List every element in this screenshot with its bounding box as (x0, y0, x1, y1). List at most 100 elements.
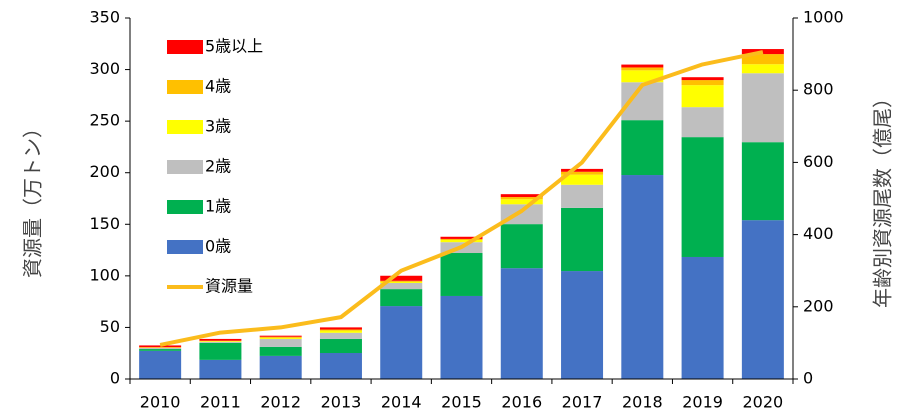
bar-segment (440, 295, 483, 379)
x-tick-label: 2018 (622, 393, 663, 412)
bar-segment (561, 168, 604, 172)
y-tick-label: 100 (89, 265, 120, 284)
bar-segment (621, 64, 664, 68)
y-tick-label: 200 (89, 162, 120, 181)
bar-segment (139, 347, 182, 350)
bar-segment (380, 282, 423, 290)
bar-segment (681, 107, 724, 138)
bar-segment (259, 335, 302, 337)
legend-label: 5歳以上 (205, 37, 263, 56)
bar-segment (500, 224, 543, 269)
x-tick-label: 2017 (562, 393, 603, 412)
bar-segment (741, 73, 784, 143)
legend-label: 3歳 (205, 117, 231, 136)
bar-segment (500, 194, 543, 198)
legend-label: 0歳 (205, 237, 231, 256)
bar-segment (380, 289, 423, 307)
bar-segment (139, 345, 182, 348)
bar-segment (561, 171, 604, 175)
bar-segment (561, 271, 604, 379)
bar-segment (741, 142, 784, 221)
bar-segment (319, 327, 362, 330)
x-tick-label: 2016 (501, 393, 542, 412)
bar-segment (259, 355, 302, 379)
legend-label: 資源量 (205, 277, 253, 296)
bar-segment (561, 174, 604, 185)
bar-segment (259, 346, 302, 356)
bar-segment (681, 256, 724, 379)
y2-tick-label: 800 (803, 80, 834, 99)
legend-swatch (167, 200, 203, 214)
bar-segment (440, 240, 483, 243)
bar-segment (380, 306, 423, 379)
legend-swatch (167, 40, 203, 54)
bar-segment (681, 77, 724, 81)
bar-segment (741, 64, 784, 74)
bar-segment (500, 199, 543, 205)
bar-segment (139, 350, 182, 379)
x-tick-label: 2019 (682, 393, 723, 412)
x-tick-label: 2015 (441, 393, 482, 412)
legend-label: 4歳 (205, 77, 231, 96)
bar-segment (561, 184, 604, 208)
y2-tick-label: 0 (803, 369, 813, 388)
legend-swatch (167, 160, 203, 174)
bar-segment (440, 253, 483, 296)
bar-segment (199, 341, 242, 343)
x-tick-label: 2010 (140, 393, 181, 412)
bar-segment (319, 332, 362, 339)
bar-segment (681, 85, 724, 108)
y-tick-label: 0 (110, 369, 120, 388)
y-tick-label: 350 (89, 8, 120, 27)
bar-segment (380, 281, 423, 283)
bar-segment (380, 280, 423, 282)
y-axis-label: 資源量（万トン） (21, 118, 45, 278)
bar-segment (500, 268, 543, 379)
y-tick-label: 50 (100, 317, 120, 336)
y2-axis-label: 年齢別資源尾数（億尾） (871, 88, 895, 308)
bar-segment (139, 349, 182, 351)
x-tick-label: 2020 (743, 393, 784, 412)
y-tick-label: 300 (89, 59, 120, 78)
legend-label: 2歳 (205, 157, 231, 176)
bar-segment (319, 338, 362, 354)
bar-segment (259, 337, 302, 339)
bar-segment (681, 137, 724, 257)
bar-segment (500, 197, 543, 200)
x-tick-label: 2012 (260, 393, 301, 412)
x-tick-label: 2013 (321, 393, 362, 412)
bar-segment (259, 338, 302, 347)
bar-segment (259, 336, 302, 338)
y2-tick-label: 600 (803, 152, 834, 171)
legend-swatch (167, 120, 203, 134)
bar-segment (561, 207, 604, 272)
bar-segment (741, 220, 784, 379)
bar-segment (199, 341, 242, 342)
bar-segment (621, 70, 664, 83)
bar-segment (741, 49, 784, 55)
y2-tick-label: 200 (803, 296, 834, 315)
bar-segment (199, 338, 242, 341)
bar-segment (199, 342, 242, 360)
legend-label: 1歳 (205, 197, 231, 216)
y2-tick-label: 400 (803, 224, 834, 243)
bar-segment (681, 80, 724, 86)
y-tick-label: 150 (89, 214, 120, 233)
y2-tick-label: 1000 (803, 8, 844, 27)
bar-segment (319, 353, 362, 379)
bar-segment (440, 238, 483, 241)
x-tick-label: 2011 (200, 393, 241, 412)
bar-segment (741, 54, 784, 65)
legend-swatch (167, 80, 203, 94)
bar-segment (199, 359, 242, 379)
bar-segment (319, 330, 362, 333)
bar-segment (621, 67, 664, 71)
bar-segment (621, 175, 664, 379)
bar-segment (319, 329, 362, 331)
line (159, 50, 764, 347)
x-tick-label: 2014 (381, 393, 422, 412)
legend-swatch (167, 240, 203, 254)
bar-segment (380, 275, 423, 281)
bar-segment (621, 120, 664, 176)
